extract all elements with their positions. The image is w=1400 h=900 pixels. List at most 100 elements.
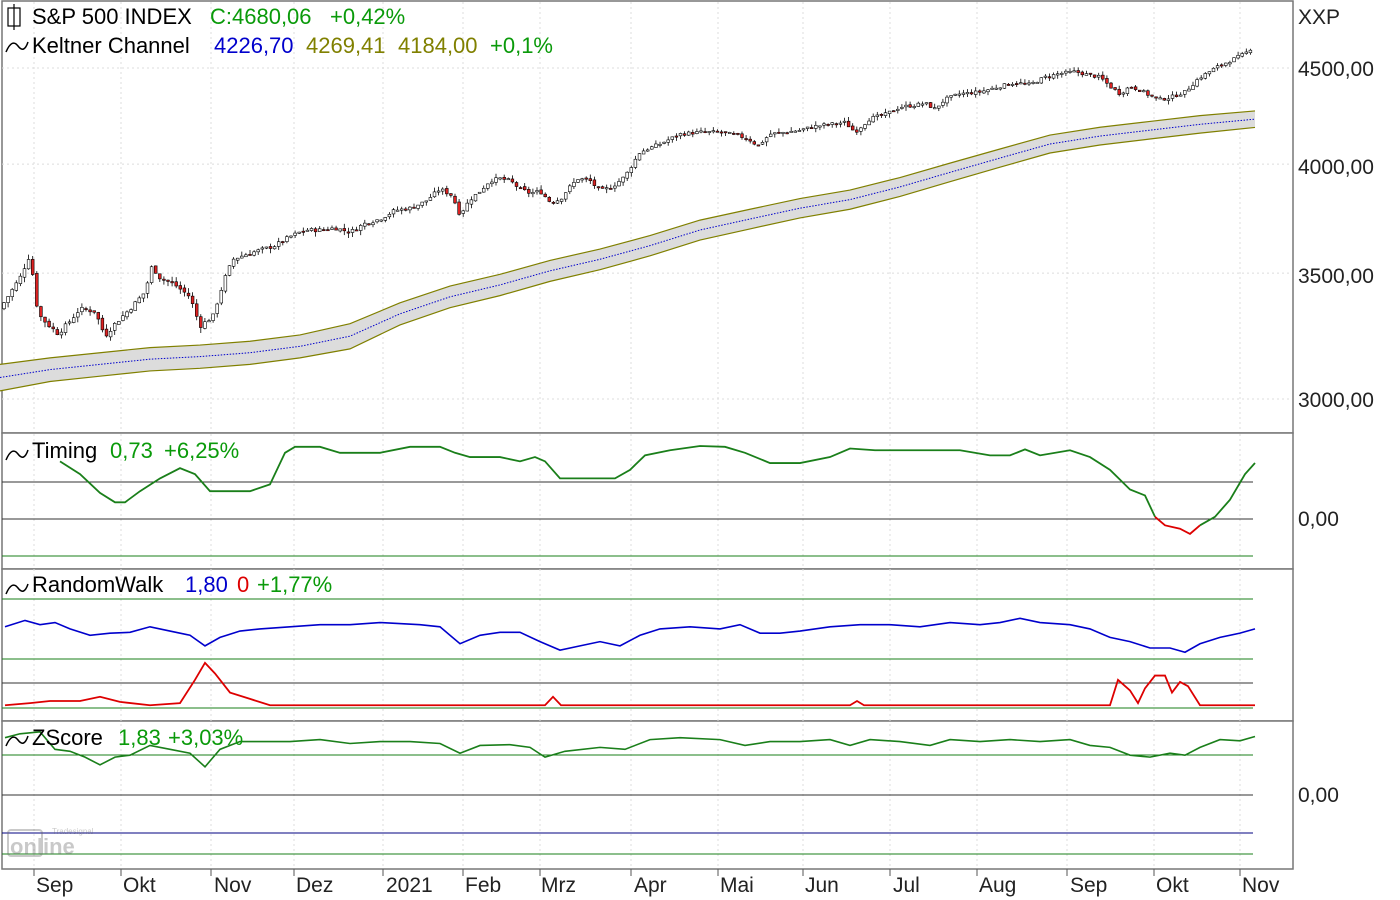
- candle-body: [276, 241, 281, 247]
- candle-body: [855, 129, 859, 133]
- candle-body: [1080, 71, 1085, 76]
- candle-body: [1060, 72, 1064, 75]
- candle-body: [732, 132, 736, 135]
- candle-body: [801, 128, 806, 131]
- candle-body: [691, 132, 695, 135]
- candle-body: [785, 132, 789, 135]
- candle-body: [604, 187, 609, 190]
- candle-body: [740, 133, 744, 138]
- candle-body: [30, 259, 35, 275]
- candle-body: [137, 297, 141, 304]
- candle-body: [162, 278, 166, 281]
- candle-body: [896, 108, 900, 111]
- candle-body: [621, 176, 625, 183]
- candle-body: [59, 331, 64, 336]
- candle-body: [367, 223, 371, 226]
- candle-body: [1248, 49, 1253, 54]
- candle-body: [883, 112, 888, 116]
- keltner-channel: [0, 110, 1256, 392]
- change-value: +0,42%: [330, 4, 405, 29]
- randomwalk-legend: RandomWalk 1,80 0 +1,77%: [5, 572, 332, 597]
- price-axis: 4500,00 4000,00 3500,00 3000,00 0,00 0,0…: [1298, 58, 1374, 807]
- candle-body: [293, 232, 297, 236]
- candle-body: [699, 130, 703, 133]
- candle-body: [818, 125, 822, 128]
- candle-body: [555, 200, 560, 204]
- zscore-zero-tick: 0,00: [1298, 784, 1339, 807]
- candle-body: [945, 96, 949, 104]
- candle-body: [760, 142, 765, 145]
- candle-body: [305, 229, 310, 232]
- candle-body: [1236, 55, 1240, 59]
- candle-body: [92, 310, 96, 313]
- zscore-label: ZScore: [32, 725, 103, 750]
- candle-body: [379, 219, 383, 222]
- candle-body: [227, 265, 232, 276]
- x-tick-nov: Nov: [214, 874, 252, 897]
- candle-body: [928, 102, 933, 108]
- candle-body: [301, 230, 305, 233]
- keltner-band-fill: [0, 110, 1255, 391]
- indicator-lines: [4, 445, 1256, 768]
- randomwalk-change: +1,77%: [257, 572, 332, 597]
- candle-body: [580, 178, 584, 181]
- candle-body: [244, 254, 248, 258]
- candle-body: [47, 320, 51, 328]
- time-axis: Sep Okt Nov Dez 2021 Feb Mrz Apr Mai Jun…: [36, 874, 1280, 897]
- candle-body: [18, 275, 23, 284]
- candle-body: [1170, 94, 1175, 99]
- candle-body: [1125, 87, 1130, 94]
- candle-body: [867, 120, 871, 126]
- candle-body: [1211, 67, 1216, 73]
- candle-body: [252, 251, 256, 256]
- candle-body: [674, 135, 679, 138]
- candle-body: [1199, 77, 1203, 80]
- candle-body: [609, 187, 613, 190]
- x-tick-nov2: Nov: [1242, 874, 1280, 897]
- candle-body: [1174, 94, 1179, 97]
- candle-body: [588, 178, 593, 181]
- candle-body: [900, 106, 904, 109]
- candle-body: [543, 193, 547, 198]
- keltner-lower-value: 4184,00: [398, 33, 478, 58]
- candle-body: [457, 201, 461, 215]
- candle-body: [350, 229, 355, 233]
- candle-body: [654, 143, 658, 148]
- candle-body: [781, 132, 785, 134]
- x-tick-aug: Aug: [979, 874, 1016, 897]
- candle-body: [100, 317, 105, 331]
- candle-body: [572, 182, 576, 187]
- candle-body: [96, 312, 101, 320]
- candle-body: [477, 191, 482, 194]
- candle-body: [1133, 86, 1138, 90]
- candle-body: [1158, 97, 1162, 100]
- candle-body: [408, 206, 412, 211]
- candle-body: [391, 209, 396, 215]
- candle-body: [822, 123, 826, 126]
- candle-body: [346, 231, 351, 234]
- candle-body: [777, 131, 781, 134]
- candle-body: [637, 153, 642, 161]
- candle-body: [1146, 90, 1150, 96]
- candle-body: [1092, 74, 1097, 78]
- candle-body: [727, 132, 732, 134]
- candle-body: [399, 208, 404, 211]
- online-watermark: online Tradesignal: [7, 827, 94, 859]
- main-legend: S&P 500 INDEX C:4680,06 +0,42% Keltner C…: [5, 4, 553, 58]
- candle-body: [658, 143, 662, 146]
- candle-body: [650, 146, 654, 150]
- candle-body: [203, 321, 207, 329]
- timing-zero-tick: 0,00: [1298, 508, 1339, 531]
- candle-body: [289, 235, 293, 238]
- candle-body: [703, 131, 707, 133]
- candle-body: [26, 259, 31, 270]
- candle-body: [375, 219, 379, 223]
- timing-line: [59, 445, 1156, 518]
- candle-body: [490, 181, 494, 185]
- candle-body: [1101, 74, 1105, 80]
- candle-body: [297, 231, 301, 234]
- candle-body: [14, 282, 18, 291]
- candle-body: [1215, 65, 1220, 69]
- candle-body: [1109, 82, 1113, 89]
- candle-body: [1097, 74, 1101, 78]
